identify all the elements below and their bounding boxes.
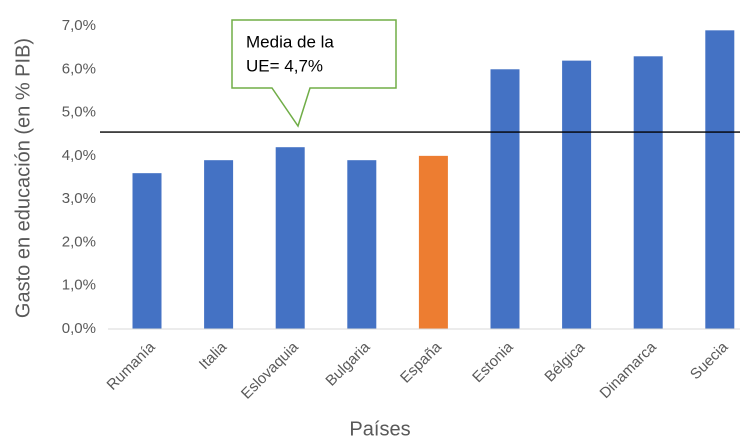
annotation: Media de la	[246, 32, 334, 51]
y-axis-title: Gasto en educación (en % PIB)	[12, 38, 34, 318]
x-axis-title: Países	[349, 418, 410, 440]
y-tick-label: 5,0%	[62, 104, 96, 121]
x-tick-label: España	[397, 338, 445, 386]
x-tick-label: Rumanía	[104, 338, 160, 394]
x-tick-label: Suecia	[687, 338, 732, 383]
bar	[418, 155, 448, 329]
x-tick-label: Bélgica	[541, 338, 588, 385]
bar	[633, 56, 663, 330]
x-tick-label: Italia	[196, 338, 231, 373]
y-tick-label: 4,0%	[62, 147, 96, 164]
bar	[132, 173, 162, 329]
bar	[275, 147, 305, 329]
y-tick-label: 6,0%	[62, 60, 96, 77]
y-tick-label: 1,0%	[62, 277, 96, 294]
x-tick-label: Dinamarca	[597, 338, 661, 402]
bar	[705, 30, 735, 329]
x-tick-label: Bulgaria	[322, 338, 373, 389]
bar	[347, 160, 377, 329]
y-tick-label: 7,0%	[62, 17, 96, 34]
callout	[231, 19, 397, 128]
y-tick-label: 3,0%	[62, 190, 96, 207]
y-tick-label: 0,0%	[62, 320, 96, 337]
bar	[490, 69, 520, 330]
x-tick-label: Eslovaquia	[238, 338, 302, 402]
y-tick-label: 2,0%	[62, 233, 96, 250]
bar	[562, 60, 592, 329]
bar	[204, 160, 234, 329]
annotation: UE= 4,7%	[246, 56, 323, 75]
x-tick-label: Estonia	[469, 338, 517, 386]
